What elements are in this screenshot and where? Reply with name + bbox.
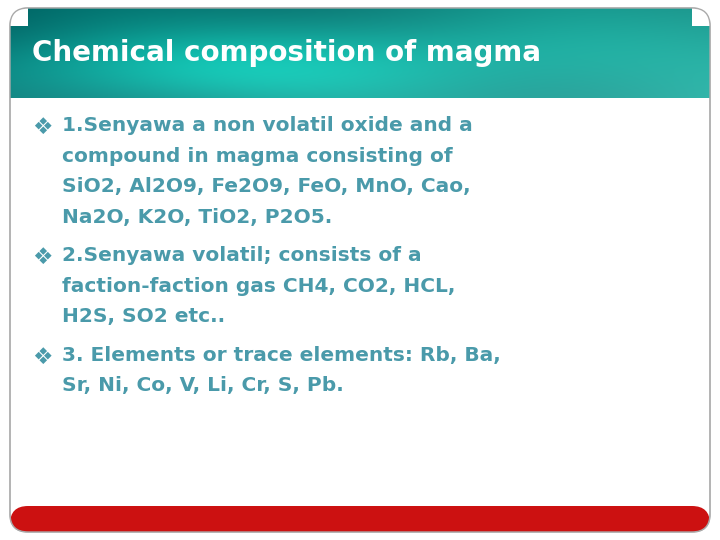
Bar [10, 8, 28, 26]
Text: Chemical composition of magma: Chemical composition of magma [32, 39, 541, 67]
Text: ❖: ❖ [32, 246, 53, 269]
Text: SiO2, Al2O9, Fe2O9, FeO, MnO, Cao,: SiO2, Al2O9, Fe2O9, FeO, MnO, Cao, [62, 177, 471, 196]
Text: 1.Senyawa a non volatil oxide and a: 1.Senyawa a non volatil oxide and a [62, 116, 473, 135]
Text: Sr, Ni, Co, V, Li, Cr, S, Pb.: Sr, Ni, Co, V, Li, Cr, S, Pb. [62, 376, 343, 395]
Text: 2.Senyawa volatil; consists of a: 2.Senyawa volatil; consists of a [62, 246, 422, 265]
Bar [692, 8, 710, 26]
Text: 3. Elements or trace elements: Rb, Ba,: 3. Elements or trace elements: Rb, Ba, [62, 346, 500, 365]
FancyBboxPatch shape [10, 8, 710, 532]
Text: compound in magma consisting of: compound in magma consisting of [62, 146, 453, 165]
FancyBboxPatch shape [10, 506, 710, 532]
Text: ❖: ❖ [32, 116, 53, 139]
Text: Na2O, K2O, TiO2, P2O5.: Na2O, K2O, TiO2, P2O5. [62, 207, 332, 226]
Text: H2S, SO2 etc..: H2S, SO2 etc.. [62, 307, 225, 326]
Text: faction-faction gas CH4, CO2, HCL,: faction-faction gas CH4, CO2, HCL, [62, 276, 455, 295]
Text: ❖: ❖ [32, 346, 53, 368]
